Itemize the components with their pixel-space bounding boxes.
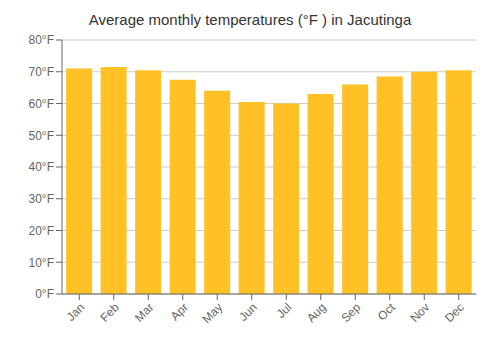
svg-text:60°F: 60°F [29,97,54,111]
svg-text:80°F: 80°F [29,33,54,47]
svg-text:Aug: Aug [304,300,329,325]
svg-text:Apr: Apr [168,300,191,323]
svg-text:Nov: Nov [407,300,432,325]
svg-text:Jan: Jan [64,300,88,324]
svg-text:40°F: 40°F [29,160,54,174]
svg-text:10°F: 10°F [29,256,54,270]
svg-text:0°F: 0°F [35,287,54,301]
svg-text:Jun: Jun [236,300,260,324]
html-text:Average monthly temperatures (: Average monthly temperatures (°F ) in Ja… [88,11,412,28]
svg-text:Jul: Jul [274,300,295,321]
svg-text:30°F: 30°F [29,192,54,206]
svg-text:Mar: Mar [132,300,157,325]
svg-text:Feb: Feb [97,300,122,325]
svg-text:Sep: Sep [338,300,363,325]
svg-text:70°F: 70°F [29,65,54,79]
svg-text:Oct: Oct [375,300,399,324]
svg-text:50°F: 50°F [29,129,54,143]
svg-text:20°F: 20°F [29,224,54,238]
svg-text:Dec: Dec [442,300,467,325]
svg-text:May: May [199,300,225,326]
